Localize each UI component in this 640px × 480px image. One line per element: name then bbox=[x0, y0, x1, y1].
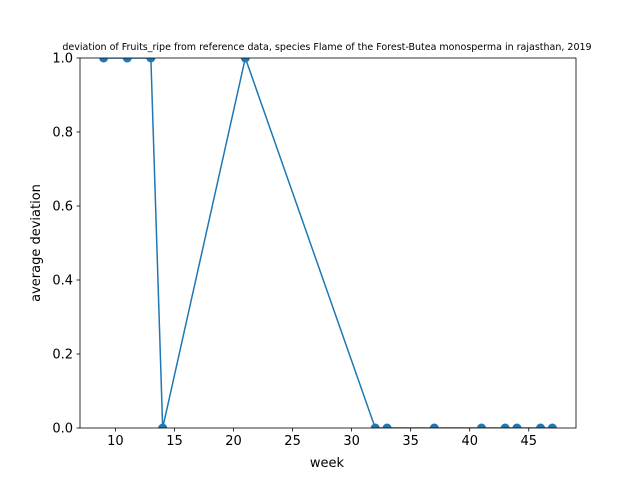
data-point bbox=[547, 423, 557, 428]
data-point bbox=[158, 423, 168, 428]
axes: 10 15 20 25 30 35 40 45 0.0 0.2 0.4 0.6 0.8 1.0 bbox=[52, 52, 577, 449]
plot-area bbox=[99, 58, 557, 428]
data-point bbox=[240, 58, 250, 63]
y-tick-label: 0.4 bbox=[52, 274, 73, 289]
data-point bbox=[146, 58, 156, 63]
x-tick-label: 25 bbox=[284, 434, 301, 449]
y-tick-label: 0.2 bbox=[52, 348, 73, 363]
x-tick-label: 15 bbox=[166, 434, 183, 449]
data-point bbox=[477, 423, 487, 428]
x-tick-label: 10 bbox=[107, 434, 124, 449]
data-point bbox=[370, 423, 380, 428]
y-tick-label: 1.0 bbox=[52, 52, 73, 67]
x-axis-label: week bbox=[310, 456, 345, 471]
data-point bbox=[536, 423, 546, 428]
data-point bbox=[99, 58, 109, 63]
data-point bbox=[122, 58, 132, 63]
y-tick-label: 0.8 bbox=[52, 126, 73, 141]
axes-frame bbox=[79, 57, 577, 429]
data-point bbox=[500, 423, 510, 428]
data-point bbox=[382, 423, 392, 428]
y-tick-label: 0.6 bbox=[52, 200, 73, 215]
data-point bbox=[429, 423, 439, 428]
x-tick-label: 40 bbox=[461, 434, 478, 449]
x-tick-label: 35 bbox=[402, 434, 419, 449]
x-tick-label: 30 bbox=[343, 434, 360, 449]
chart-title: deviation of Fruits_ripe from reference … bbox=[62, 42, 591, 53]
x-tick-label: 20 bbox=[225, 434, 242, 449]
data-series-group bbox=[99, 58, 557, 428]
y-tick-label: 0.0 bbox=[52, 422, 73, 437]
x-tick-label: 45 bbox=[520, 434, 537, 449]
y-axis-label: average deviation bbox=[29, 184, 44, 302]
data-point bbox=[512, 423, 522, 428]
